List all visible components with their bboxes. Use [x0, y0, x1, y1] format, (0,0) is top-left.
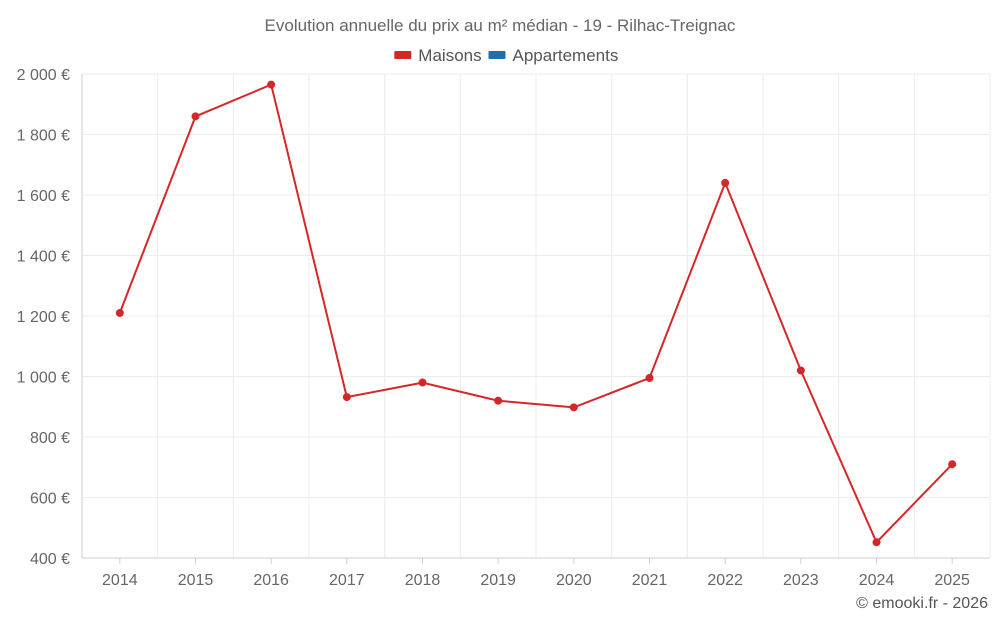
legend-swatch [488, 51, 506, 59]
series-line [118, 83, 953, 545]
x-tick-label: 2025 [934, 572, 970, 589]
y-tick-label: 1 600 € [17, 188, 70, 205]
x-tick-label: 2016 [253, 572, 289, 589]
data-point[interactable] [267, 80, 276, 89]
x-tick-label: 2018 [405, 572, 441, 589]
data-point[interactable] [948, 460, 957, 469]
data-point[interactable] [342, 393, 351, 402]
data-point[interactable] [796, 366, 805, 375]
legend-label: Maisons [418, 46, 481, 65]
y-tick-label: 1 400 € [17, 249, 70, 266]
series-maisons [115, 80, 957, 547]
chart-title: Evolution annuelle du prix au m² médian … [265, 16, 736, 35]
legend-label: Appartements [513, 46, 619, 65]
y-tick-label: 600 € [30, 491, 70, 508]
x-tick-label: 2017 [329, 572, 365, 589]
x-tick-label: 2015 [178, 572, 214, 589]
data-point[interactable] [418, 378, 427, 387]
y-tick-label: 1 800 € [17, 128, 70, 145]
x-tick-label: 2019 [480, 572, 516, 589]
legend-item-appartements[interactable]: Appartements [488, 46, 619, 65]
data-point[interactable] [494, 396, 503, 405]
data-point[interactable] [569, 403, 578, 412]
y-tick-label: 400 € [30, 551, 70, 568]
data-point[interactable] [645, 374, 654, 383]
data-point[interactable] [191, 112, 200, 121]
x-tick-label: 2024 [859, 572, 895, 589]
data-point[interactable] [115, 308, 124, 317]
credit-text: © emooki.fr - 2026 [856, 595, 988, 612]
y-tick-label: 1 200 € [17, 309, 70, 326]
axes: 400 € 600 € 800 € 1 000 € 1 200 € 1 400 € 1 60… [17, 67, 990, 589]
data-point[interactable] [721, 178, 730, 187]
y-tick-label: 1 000 € [17, 370, 70, 387]
legend-item-maisons[interactable]: Maisons [394, 46, 482, 65]
series-layer [115, 80, 957, 547]
legend: Maisons Appartements [394, 46, 618, 65]
x-tick-label: 2020 [556, 572, 592, 589]
y-tick-label: 800 € [30, 430, 70, 447]
y-tick-label: 2 000 € [17, 67, 70, 84]
x-tick-label: 2021 [632, 572, 668, 589]
x-tick-label: 2023 [783, 572, 819, 589]
data-point[interactable] [872, 538, 881, 547]
legend-swatch [394, 51, 412, 59]
gridlines [81, 73, 991, 559]
x-tick-label: 2022 [707, 572, 743, 589]
x-tick-label: 2014 [102, 572, 138, 589]
